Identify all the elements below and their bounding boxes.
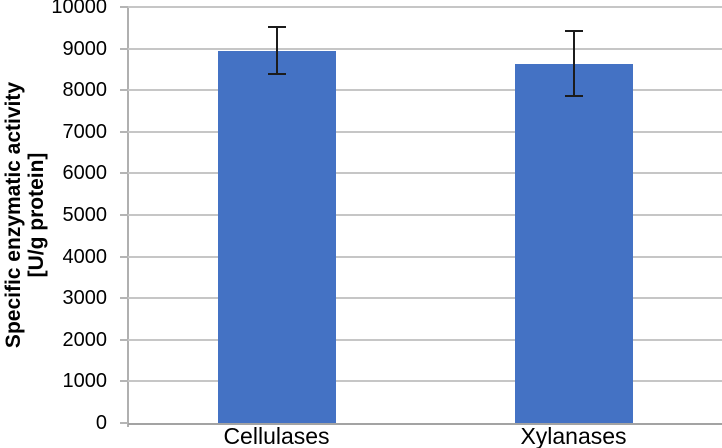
y-axis-tick bbox=[120, 422, 128, 424]
y-axis-tick-label: 8000 bbox=[62, 79, 108, 102]
gridline bbox=[128, 297, 722, 300]
y-axis-title: Specific enzymatic activity [U/g protein… bbox=[2, 0, 48, 430]
plot-area bbox=[120, 6, 722, 427]
error-bar-bottom-cap bbox=[564, 95, 583, 98]
y-axis-tick-label: 10000 bbox=[51, 0, 107, 18]
y-axis-tick-label: 5000 bbox=[62, 204, 108, 226]
y-axis-tick bbox=[120, 6, 128, 8]
y-axis-tick bbox=[120, 47, 128, 50]
y-axis-tick bbox=[120, 89, 128, 92]
gridline bbox=[128, 380, 722, 383]
x-axis-category-label: Cellulases bbox=[223, 423, 330, 448]
gridline bbox=[128, 338, 722, 341]
error-bar-bottom-cap bbox=[267, 72, 286, 75]
y-axis-tick-label: 4000 bbox=[62, 245, 108, 268]
error-bar-line bbox=[275, 27, 278, 74]
gridline bbox=[128, 255, 722, 258]
bar-cellulases bbox=[217, 50, 336, 423]
x-axis-category-label: Xylanases bbox=[520, 423, 627, 448]
gridline bbox=[128, 6, 722, 8]
y-axis-tick-label: 9000 bbox=[62, 37, 108, 60]
y-axis-tick bbox=[120, 172, 128, 175]
y-axis-tick bbox=[120, 338, 128, 341]
error-bar-line bbox=[572, 30, 575, 97]
y-axis-tick-label: 6000 bbox=[62, 162, 108, 185]
y-axis-title-line1: Specific enzymatic activity bbox=[2, 81, 25, 349]
y-axis-tick-label: 0 bbox=[95, 412, 107, 434]
y-axis-title-line2: [U/g protein] bbox=[25, 152, 48, 278]
y-axis-tick bbox=[120, 255, 128, 258]
gridline bbox=[128, 89, 722, 92]
gridline bbox=[128, 47, 722, 50]
gridline bbox=[128, 130, 722, 133]
y-axis-tick bbox=[120, 130, 128, 133]
y-axis-line bbox=[127, 7, 129, 427]
x-axis-line bbox=[128, 423, 722, 425]
y-axis-tick bbox=[120, 297, 128, 300]
error-bar-top-cap bbox=[267, 26, 286, 29]
error-bar-top-cap bbox=[564, 29, 583, 32]
gridline bbox=[128, 214, 722, 216]
y-axis-tick bbox=[120, 214, 128, 216]
gridline bbox=[128, 172, 722, 175]
bar-xylanases bbox=[514, 63, 633, 423]
y-axis-tick-label: 3000 bbox=[62, 287, 108, 310]
y-axis-tick-label: 1000 bbox=[62, 370, 108, 393]
y-axis-tick-label: 7000 bbox=[62, 120, 108, 143]
y-axis-tick bbox=[120, 380, 128, 383]
y-axis-tick-label: 2000 bbox=[62, 328, 108, 351]
